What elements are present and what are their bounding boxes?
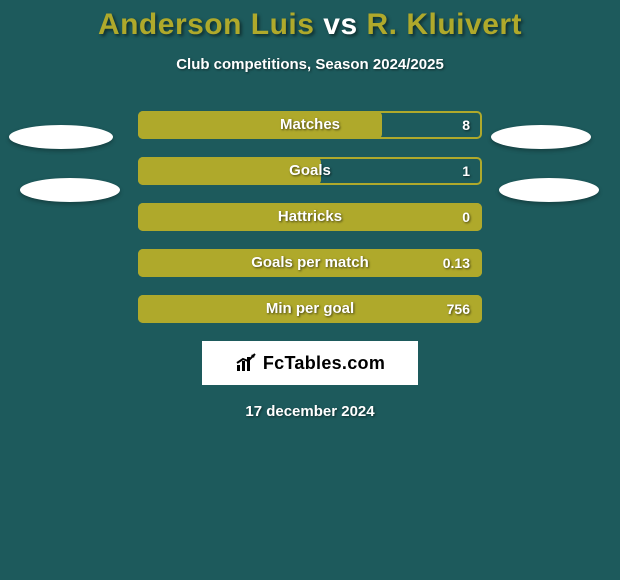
stat-row: Matches8 [0, 111, 620, 139]
subtitle: Club competitions, Season 2024/2025 [0, 56, 620, 73]
comparison-infographic: Anderson Luis vs R. Kluivert Club compet… [0, 0, 620, 580]
stat-row: Hattricks0 [0, 203, 620, 231]
brand-logo: FcTables.com [202, 341, 418, 385]
title-vs: vs [323, 8, 357, 41]
bar-fill [138, 157, 321, 185]
bar-fill [138, 111, 382, 139]
brand-text: FcTables.com [263, 353, 385, 374]
stat-row: Min per goal756 [0, 295, 620, 323]
chart-icon [235, 353, 259, 373]
bar-fill [138, 203, 482, 231]
page-title: Anderson Luis vs R. Kluivert [0, 0, 620, 42]
stat-row: Goals1 [0, 157, 620, 185]
bar-fill [138, 295, 482, 323]
player2-name: R. Kluivert [367, 8, 523, 41]
player1-name: Anderson Luis [98, 8, 315, 41]
stat-row: Goals per match0.13 [0, 249, 620, 277]
date-text: 17 december 2024 [0, 403, 620, 420]
bar-fill [138, 249, 482, 277]
